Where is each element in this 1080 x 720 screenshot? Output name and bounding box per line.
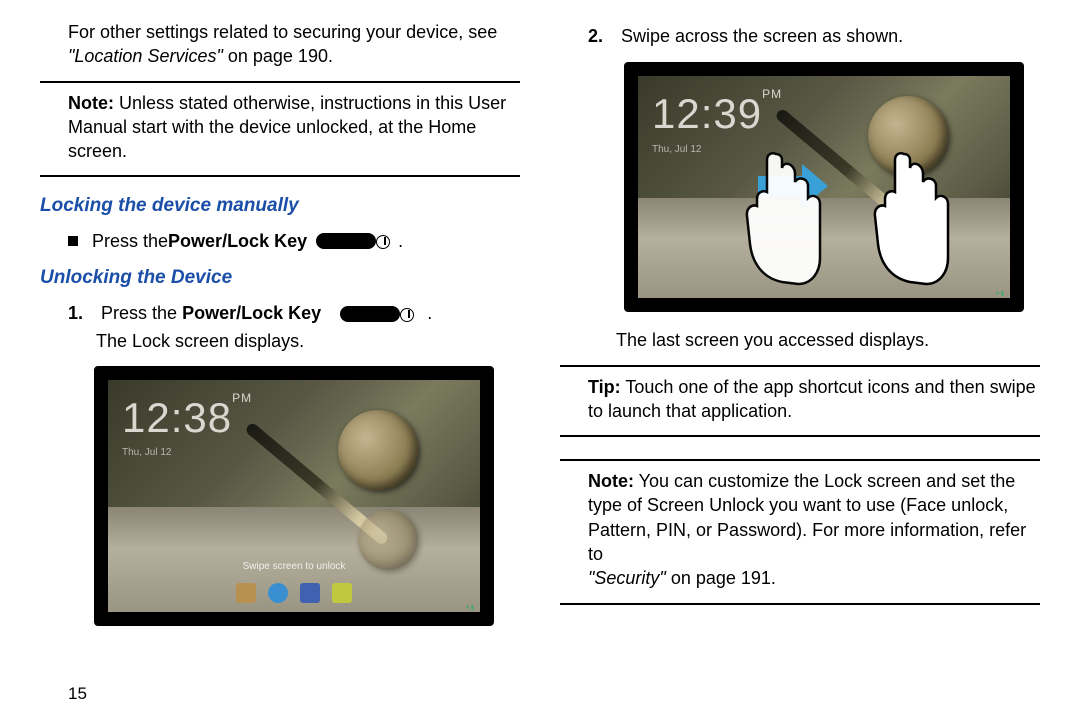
- security-ref: "Security": [588, 568, 666, 588]
- heading-locking: Locking the device manually: [40, 193, 520, 219]
- left-column: For other settings related to securing y…: [40, 20, 520, 710]
- lock-screen-screenshot-1: 12:38PM Thu, Jul 12 Swipe screen to unlo…: [94, 366, 494, 626]
- dock-app-2: [268, 583, 288, 603]
- intro-ref-tail: on page 190.: [223, 46, 333, 66]
- hand-start-icon: [738, 146, 828, 286]
- tip-paragraph: Tip: Touch one of the app shortcut icons…: [560, 375, 1040, 424]
- right-column: 2. Swipe across the screen as shown. 12:…: [560, 20, 1040, 710]
- divider: [40, 175, 520, 177]
- lock-bullet: Press the Power/Lock Key .: [40, 229, 520, 253]
- unlock-step-1: 1. Press the Power/Lock Key . The Lock s…: [40, 301, 520, 354]
- lock-screen-screenshot-2: 12:39PM Thu, Jul 12 ▾ ▮: [624, 62, 1024, 312]
- note-text: Unless stated otherwise, instructions in…: [68, 93, 506, 162]
- divider: [560, 435, 1040, 437]
- intro-paragraph: For other settings related to securing y…: [40, 20, 520, 69]
- power-lock-key-icon: [316, 233, 376, 249]
- unlock-step-1-line2: The Lock screen displays.: [68, 329, 520, 353]
- hand-end-icon: [866, 146, 956, 286]
- swipe-hint-text: Swipe screen to unlock: [108, 560, 480, 574]
- divider: [560, 459, 1040, 461]
- note-text: You can customize the Lock screen and se…: [588, 471, 1026, 564]
- lock-bullet-bold: Power/Lock Key: [168, 229, 307, 253]
- dock-app-4: [332, 583, 352, 603]
- dock-app-3: [300, 583, 320, 603]
- tip-text: Touch one of the app shortcut icons and …: [588, 377, 1036, 421]
- divider: [40, 81, 520, 83]
- status-icons: ▾ ▮: [466, 604, 474, 612]
- note-label: Note:: [588, 471, 634, 491]
- divider: [560, 365, 1040, 367]
- after-swipe-text: The last screen you accessed displays.: [560, 328, 1040, 352]
- step-number: 2.: [588, 24, 616, 48]
- intro-line-1: For other settings related to securing y…: [68, 22, 497, 42]
- wax-seal-graphic: [338, 410, 418, 490]
- heading-unlocking: Unlocking the Device: [40, 265, 520, 291]
- note-ref-tail: on page 191.: [666, 568, 776, 588]
- dock-app-1: [236, 583, 256, 603]
- status-icons: ▾ ▮: [996, 290, 1004, 298]
- lock-clock: 12:38PM Thu, Jul 12: [122, 390, 252, 460]
- unlock-step-2: 2. Swipe across the screen as shown.: [560, 24, 1040, 48]
- page-number: 15: [40, 683, 520, 710]
- note-paragraph-2: Note: You can customize the Lock screen …: [560, 469, 1040, 590]
- step-2-text: Swipe across the screen as shown.: [621, 26, 903, 46]
- divider: [560, 603, 1040, 605]
- location-services-ref: "Location Services": [68, 46, 223, 66]
- bullet-icon: [68, 236, 78, 246]
- step-number: 1.: [68, 301, 96, 325]
- note-label: Note:: [68, 93, 114, 113]
- dock: [108, 580, 480, 606]
- note-paragraph: Note: Unless stated otherwise, instructi…: [40, 91, 520, 164]
- power-lock-key-icon: [340, 306, 400, 322]
- tip-label: Tip:: [588, 377, 621, 397]
- lock-bullet-pre: Press the: [92, 229, 168, 253]
